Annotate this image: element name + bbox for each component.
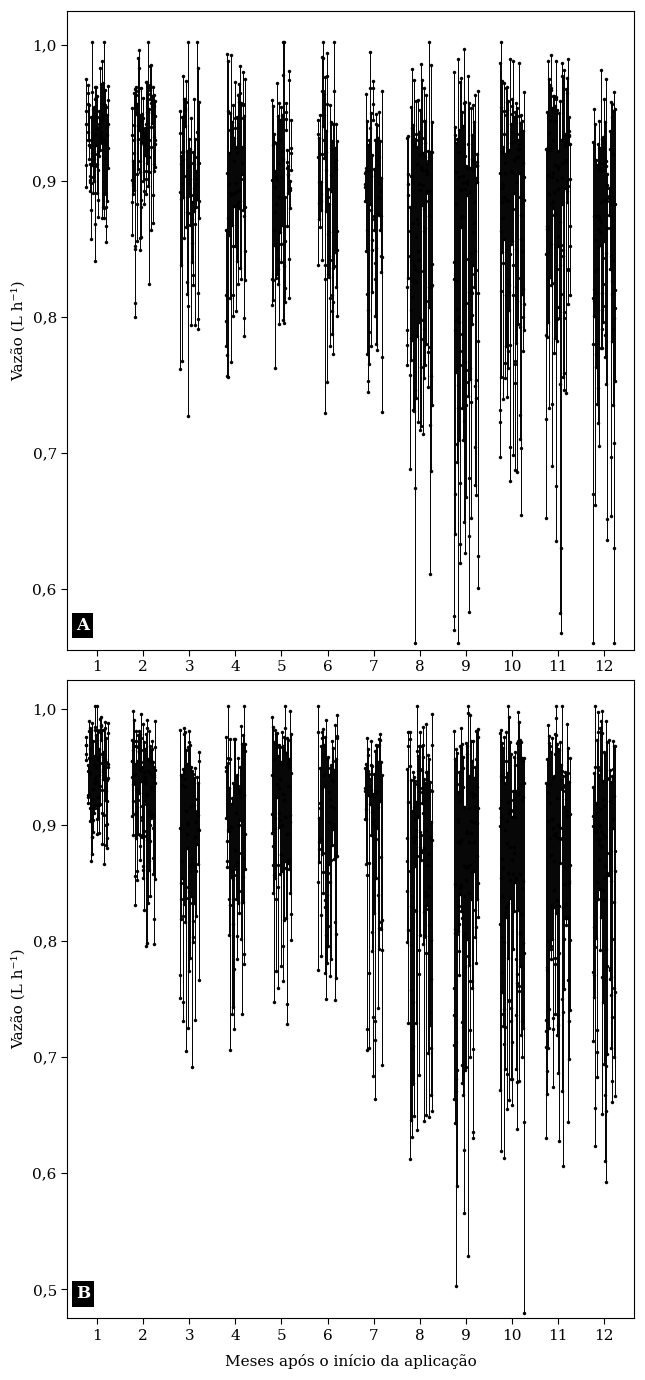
Text: B: B [75,1285,90,1303]
Y-axis label: Vazão (L h⁻¹): Vazão (L h⁻¹) [11,280,25,381]
X-axis label: Meses após o início da aplicação: Meses após o início da aplicação [224,1354,477,1369]
Text: A: A [75,617,89,633]
Y-axis label: Vazão (L h⁻¹): Vazão (L h⁻¹) [11,948,25,1049]
